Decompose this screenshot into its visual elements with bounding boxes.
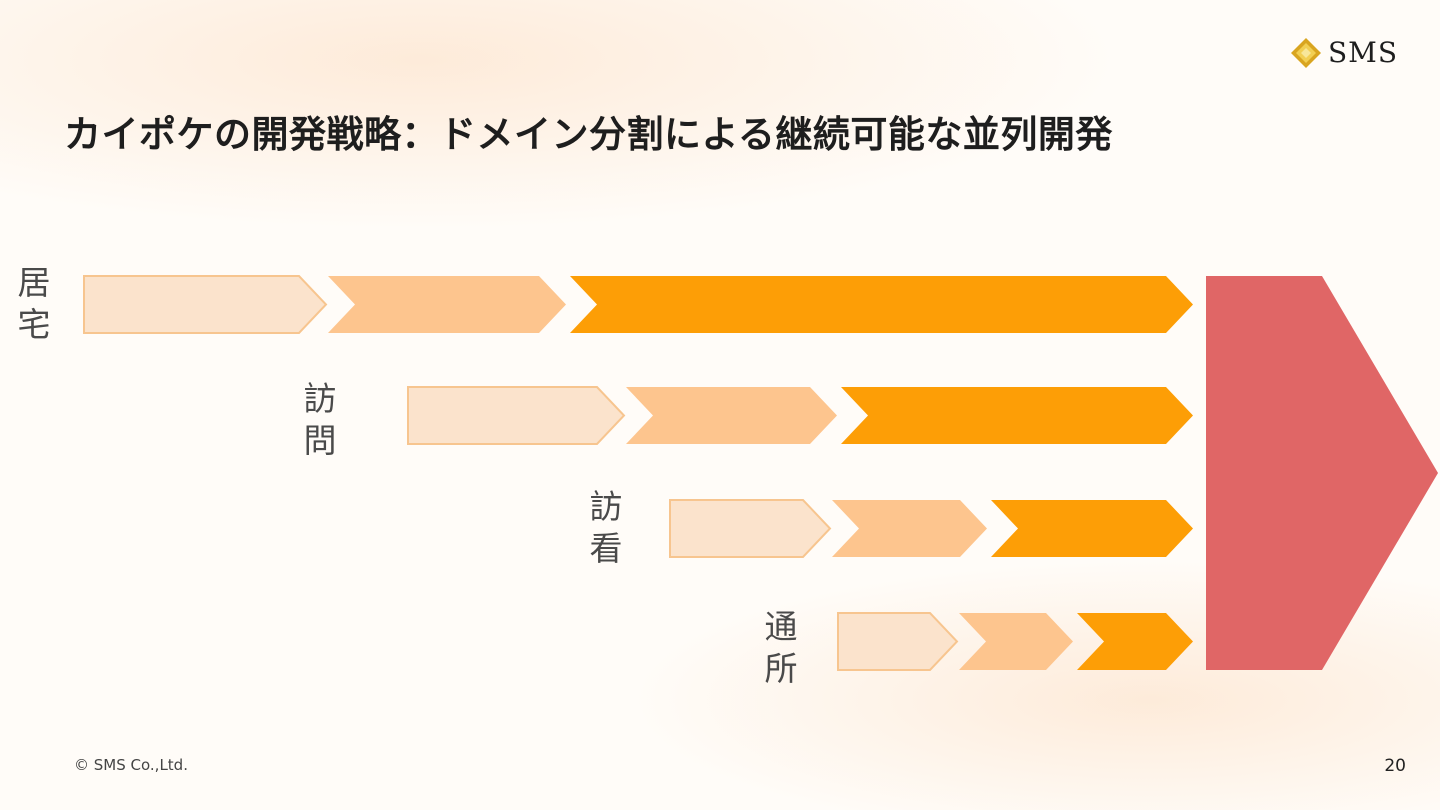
logo-text: SMS: [1328, 36, 1399, 69]
lane-label-houmon: 訪 問: [303, 379, 337, 460]
page-number: 20: [1384, 756, 1406, 776]
copyright-text: © SMS Co.,Ltd.: [74, 756, 188, 774]
lane-houkan-stage3-chevron: [991, 500, 1193, 557]
lane-kyotaku-stage1-arrow: [83, 275, 328, 334]
lane-label-tsusho: 通 所: [764, 607, 798, 688]
lane-tsusho-stage2-chevron: [959, 613, 1073, 670]
diamond-logo-icon: [1291, 37, 1321, 68]
company-logo: SMS: [1290, 36, 1398, 69]
lane-houmon-stage1-arrow: [407, 386, 626, 445]
lane-houkan-stage1-arrow: [669, 499, 832, 558]
lane-kyotaku-stage3-chevron: [570, 276, 1193, 333]
lane-label-houkan: 訪 看: [589, 487, 623, 568]
convergence-target-arrow: [1206, 276, 1438, 670]
lane-tsusho-stage1-arrow: [837, 612, 959, 671]
lane-houmon-stage3-chevron: [841, 387, 1193, 444]
lane-kyotaku-stage2-chevron: [328, 276, 566, 333]
lane-houmon-stage2-chevron: [626, 387, 837, 444]
page-title: カイポケの開発戦略：ドメイン分割による継続可能な並列開発: [64, 113, 1113, 156]
lane-tsusho-stage3-chevron: [1077, 613, 1193, 670]
lane-houkan-stage2-chevron: [832, 500, 987, 557]
lane-label-kyotaku: 居 宅: [17, 263, 51, 344]
